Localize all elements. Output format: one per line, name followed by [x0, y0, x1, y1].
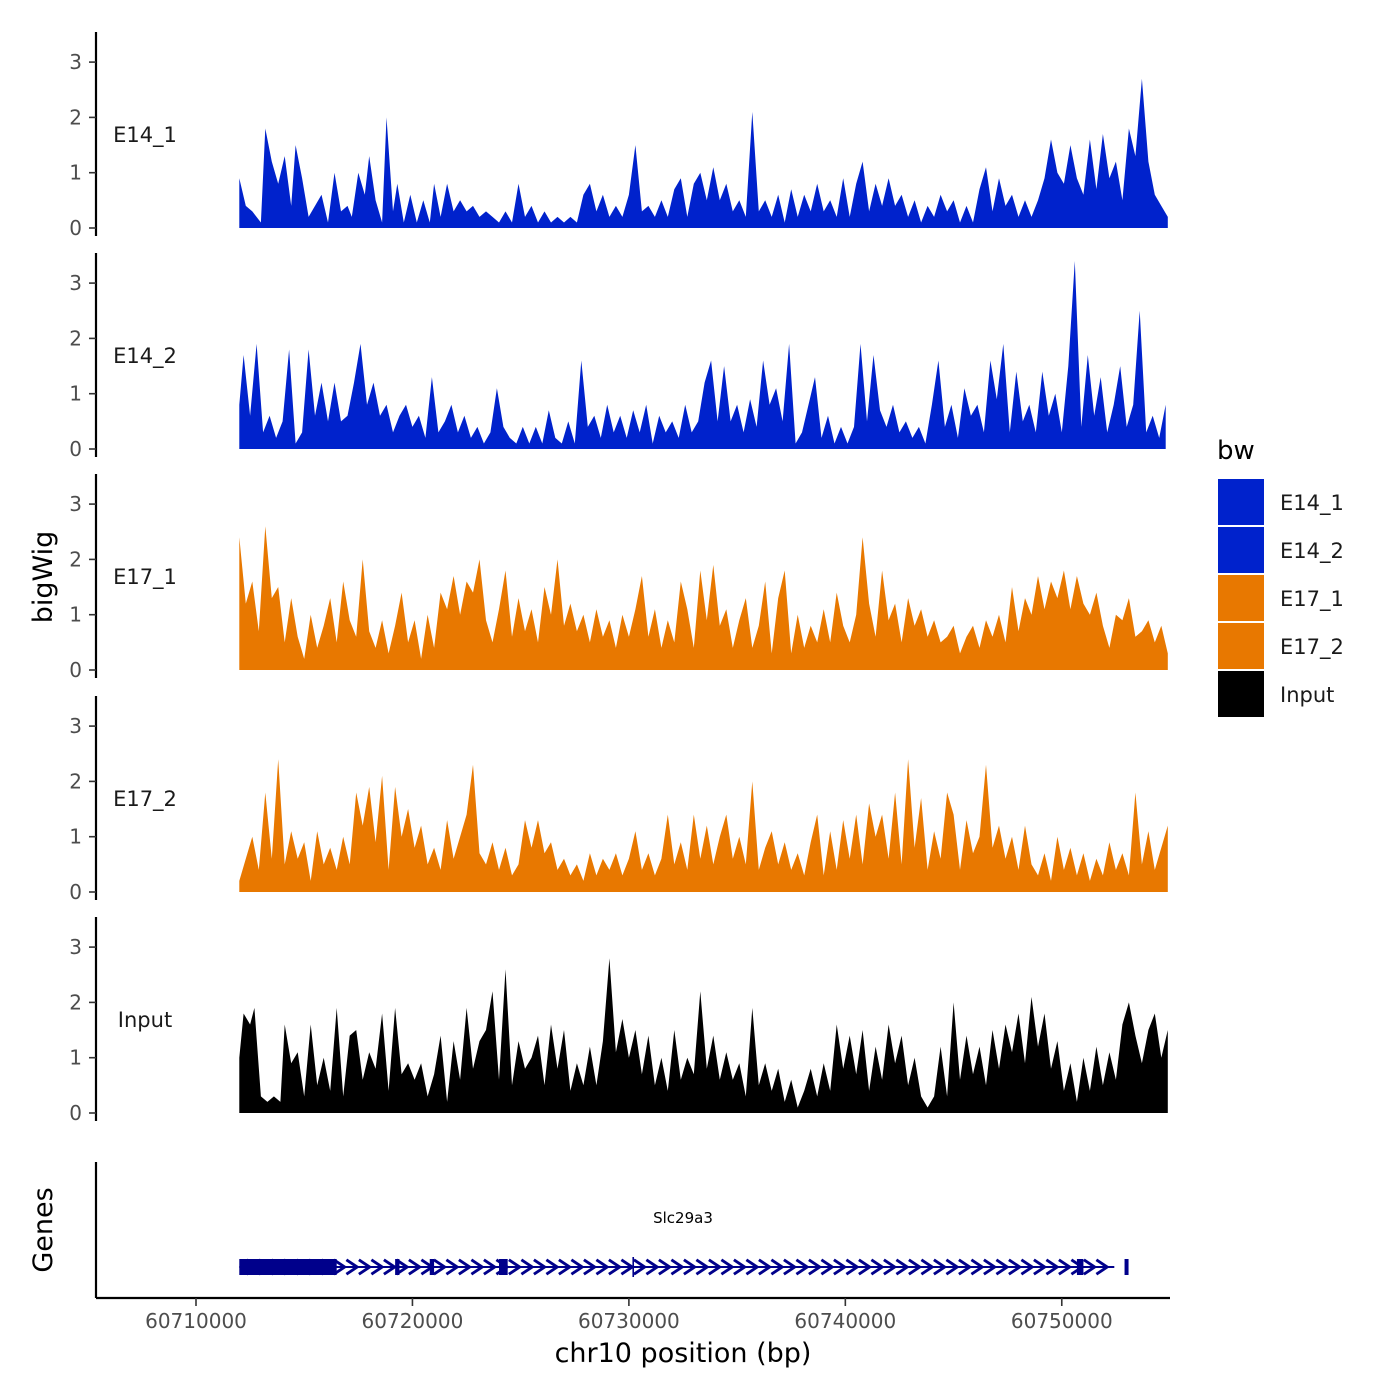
track-label: E17_1 — [113, 565, 177, 590]
gene-exon — [429, 1259, 435, 1275]
y-tick-label: 1 — [69, 382, 82, 406]
legend-entry: E14_2 — [1218, 527, 1344, 573]
bigwig-tracks: 0 1 2 3 E14_1 0 1 2 3 E14_2 0 1 2 3 E17_1 0 1 2 3 E17_2 0 1 2 3… — [69, 32, 1168, 1125]
y-tick-label: 0 — [69, 216, 82, 240]
legend-label: E14_1 — [1280, 491, 1344, 516]
y-tick-label: 3 — [69, 935, 82, 959]
x-tick-label: 60750000 — [1011, 1309, 1113, 1333]
track-label: E17_2 — [113, 787, 177, 812]
y-tick-label: 1 — [69, 603, 82, 627]
y-axis-title: bigWig — [28, 531, 59, 624]
x-tick-label: 60720000 — [362, 1309, 464, 1333]
track-e17-1: 0 1 2 3 E17_1 — [69, 474, 1168, 682]
track-e14-2: 0 1 2 3 E14_2 — [69, 253, 1166, 461]
legend-label: E17_1 — [1280, 587, 1344, 612]
y-tick-label: 1 — [69, 1046, 82, 1070]
gene-exon — [1124, 1259, 1129, 1275]
x-tick-label: 60740000 — [794, 1309, 896, 1333]
y-tick-label: 3 — [69, 492, 82, 516]
y-tick-label: 3 — [69, 271, 82, 295]
gene-exon — [1076, 1259, 1084, 1275]
y-tick-label: 2 — [69, 326, 82, 350]
y-tick-label: 0 — [69, 437, 82, 461]
x-axis-title: chr10 position (bp) — [555, 1338, 812, 1369]
track-label: E14_1 — [113, 123, 177, 148]
legend-swatch — [1218, 671, 1264, 717]
coverage-area-e14-1 — [239, 78, 1168, 228]
coverage-area-e17-2 — [239, 759, 1168, 892]
gene-model: Slc29a3 — [239, 1209, 1129, 1277]
track-label: E14_2 — [113, 344, 177, 369]
legend-swatch — [1218, 623, 1264, 669]
x-tick-label: 60710000 — [145, 1309, 247, 1333]
legend-swatch — [1218, 479, 1264, 525]
legend-entry: E17_2 — [1218, 623, 1344, 669]
y-tick-label: 3 — [69, 714, 82, 738]
legend-label: E17_2 — [1280, 635, 1344, 660]
gene-panel-title: Genes — [28, 1187, 59, 1272]
y-tick-label: 0 — [69, 658, 82, 682]
x-axis-ticks: 60710000 60720000 60730000 60740000 60750000 — [145, 1298, 1113, 1333]
legend: bw E14_1 E14_2 E17_1 E17_2 Input — [1217, 436, 1344, 717]
legend-entry: E14_1 — [1218, 479, 1344, 525]
legend-label: E14_2 — [1280, 539, 1344, 564]
gene-exon — [499, 1259, 508, 1275]
y-tick-label: 2 — [69, 105, 82, 129]
legend-title: bw — [1217, 436, 1255, 466]
legend-entry: E17_1 — [1218, 575, 1344, 621]
y-tick-label: 3 — [69, 50, 82, 74]
track-label: Input — [118, 1008, 172, 1032]
track-e14-1: 0 1 2 3 E14_1 — [69, 32, 1168, 240]
gene-name-label: Slc29a3 — [653, 1209, 713, 1227]
legend-entry: Input — [1218, 671, 1334, 717]
legend-items: E14_1 E14_2 E17_1 E17_2 Input — [1218, 479, 1344, 717]
x-tick-label: 60730000 — [578, 1309, 680, 1333]
y-tick-label: 1 — [69, 161, 82, 185]
y-tick-label: 2 — [69, 769, 82, 793]
legend-swatch — [1218, 527, 1264, 573]
coverage-area-e14-2 — [239, 261, 1166, 449]
x-axis: 60710000 60720000 60730000 60740000 60750000… — [96, 1296, 1170, 1369]
coverage-area-e17-1 — [239, 526, 1168, 670]
y-tick-label: 1 — [69, 825, 82, 849]
gene-panel: Genes Slc29a3 — [28, 1162, 1129, 1298]
y-tick-label: 0 — [69, 880, 82, 904]
y-tick-label: 0 — [69, 1101, 82, 1125]
legend-label: Input — [1280, 683, 1334, 707]
legend-swatch — [1218, 575, 1264, 621]
track-input: 0 1 2 3 Input — [69, 917, 1168, 1125]
y-tick-label: 2 — [69, 990, 82, 1014]
gene-exon — [239, 1259, 337, 1275]
gene-exon — [395, 1259, 400, 1275]
gene-models: Slc29a3 — [239, 1209, 1129, 1277]
coverage-area-input — [239, 958, 1168, 1113]
track-e17-2: 0 1 2 3 E17_2 — [69, 696, 1168, 904]
y-tick-label: 2 — [69, 547, 82, 571]
